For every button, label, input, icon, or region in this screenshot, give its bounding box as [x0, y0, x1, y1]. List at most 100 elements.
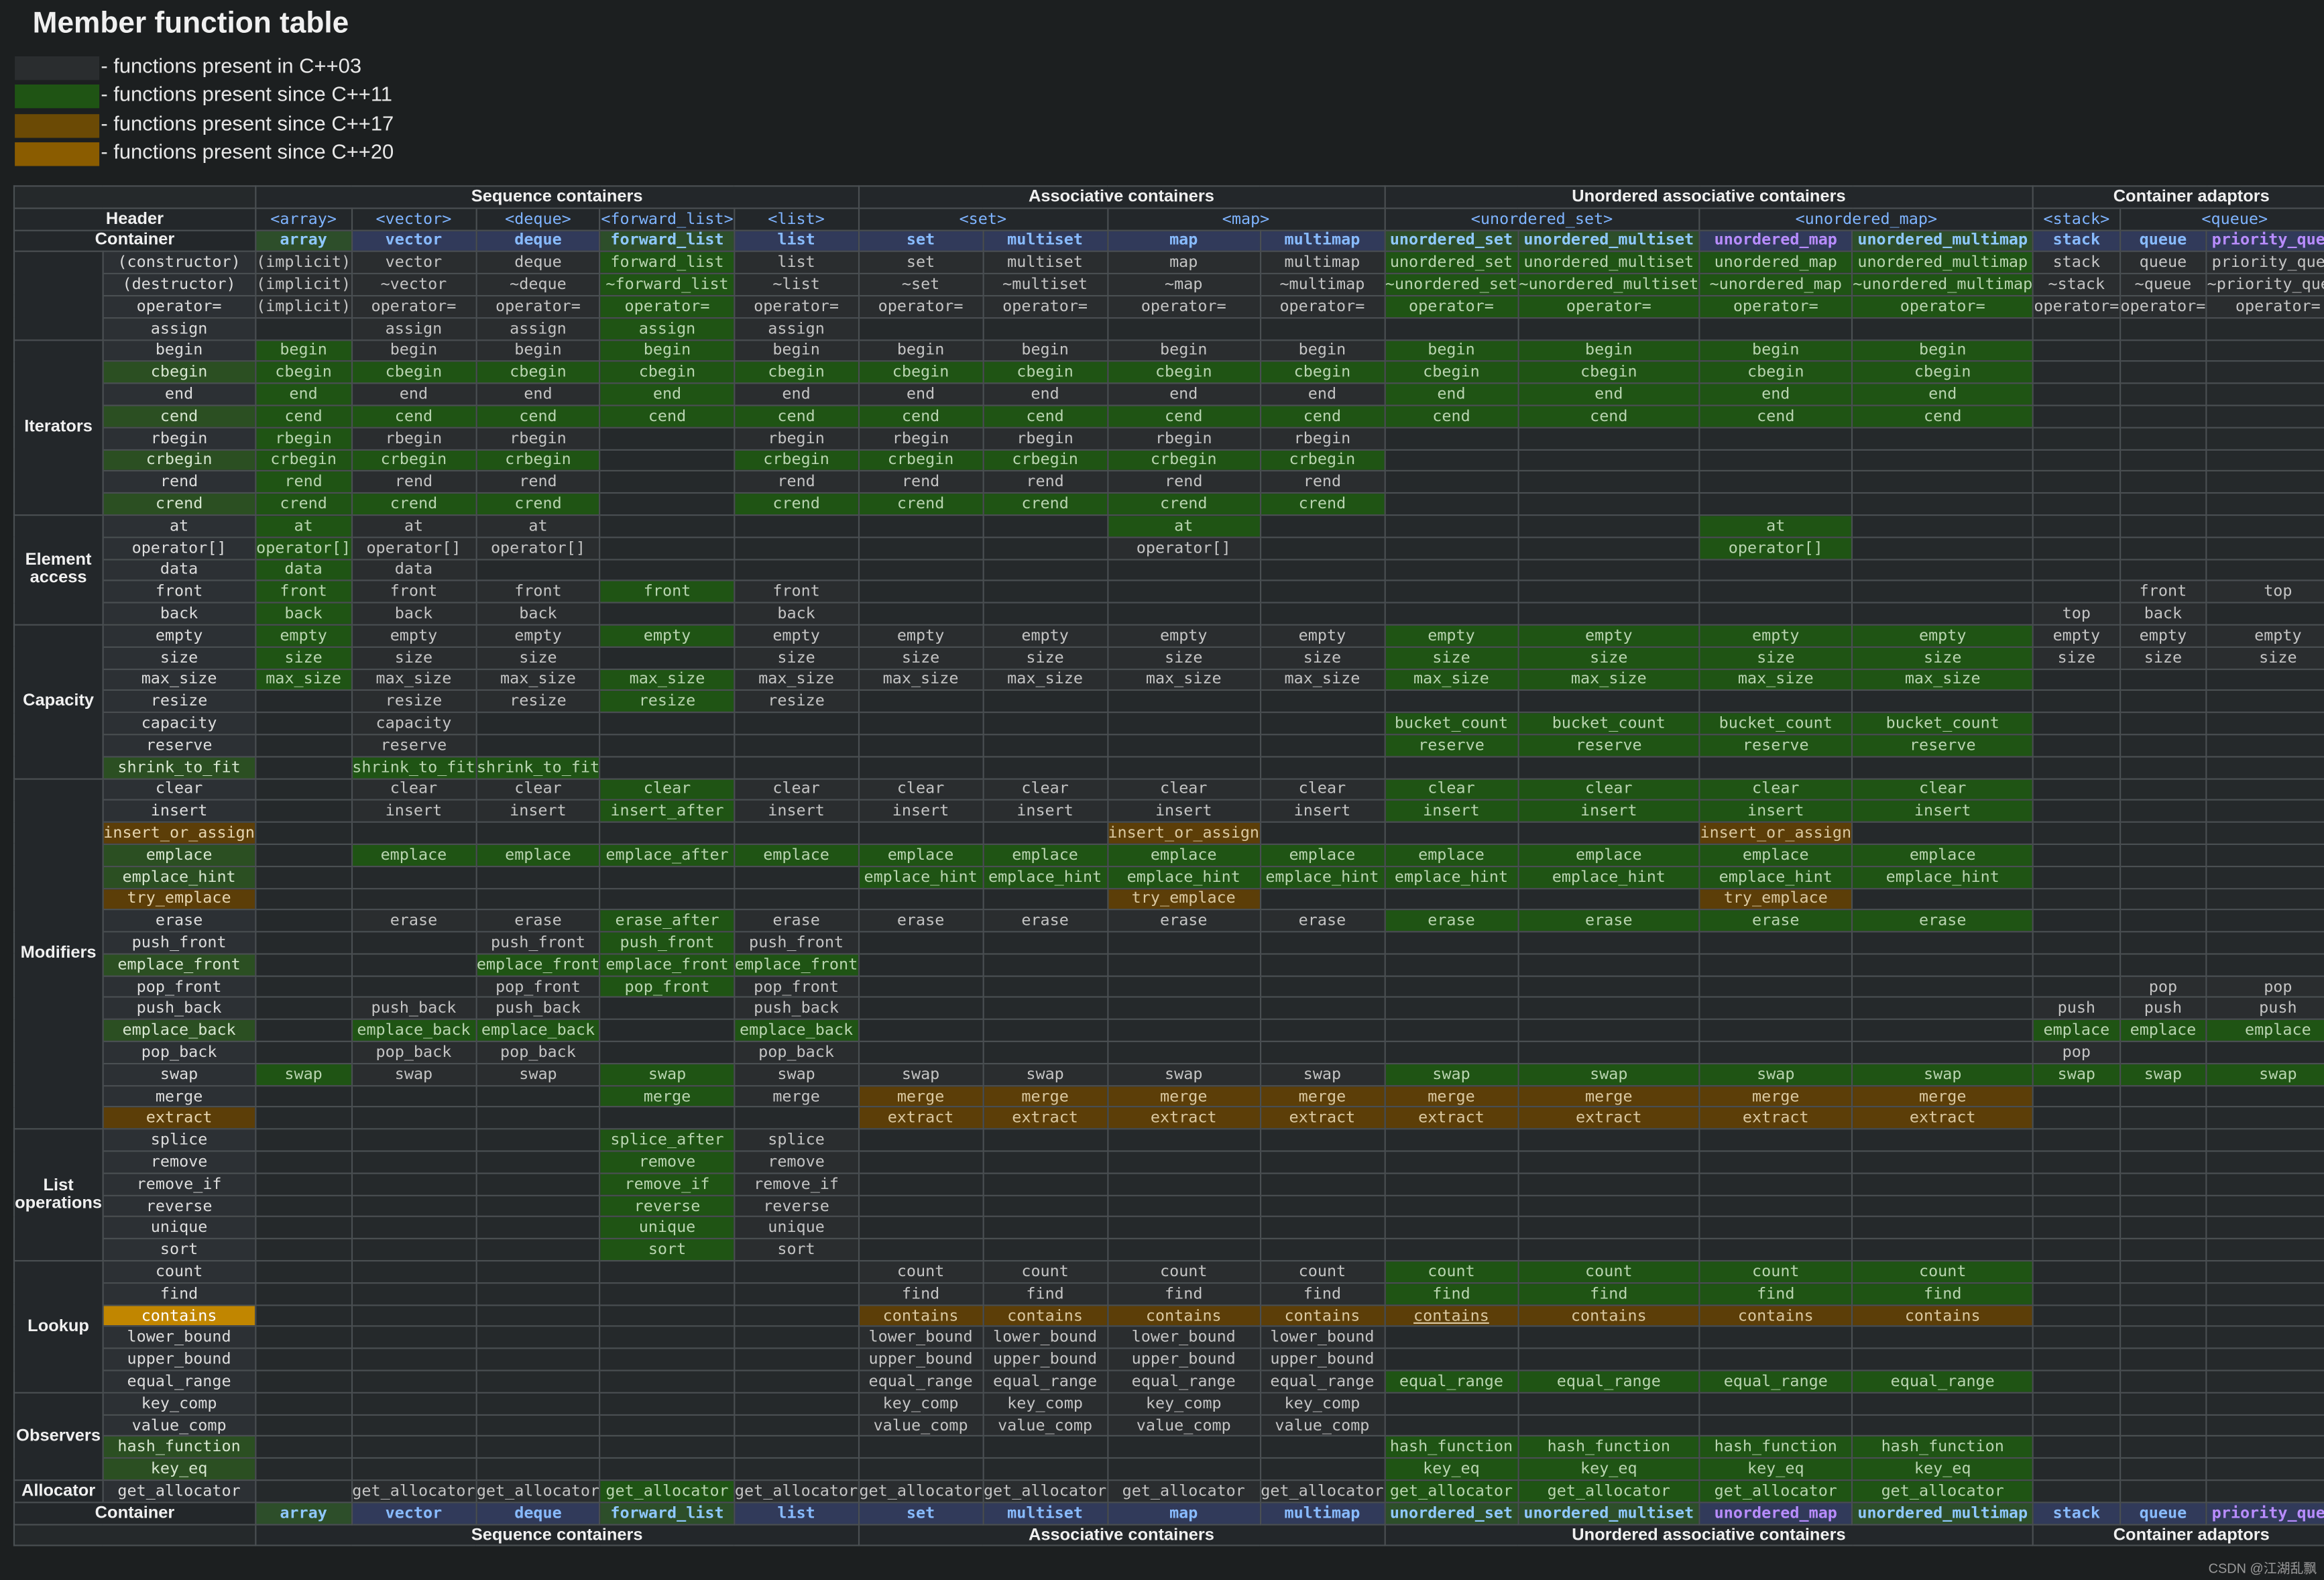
container-name: set	[858, 1501, 984, 1525]
function-cell: cbegin	[1106, 360, 1261, 384]
function-cell	[599, 865, 735, 889]
function-cell	[1383, 997, 1519, 1021]
function-name: count	[102, 1260, 257, 1284]
function-cell	[2032, 1304, 2121, 1328]
function-row: push_back push_back push_back push_back push…	[14, 997, 2324, 1021]
function-cell: emplace	[1851, 843, 2034, 867]
function-cell: top	[2032, 602, 2121, 626]
function-cell	[351, 1216, 477, 1240]
function-cell: cbegin	[254, 360, 353, 384]
function-cell: find	[1259, 1282, 1385, 1306]
function-cell	[858, 887, 984, 911]
function-row: cbegin cbegin cbegin cbegin cbegin cbegin cbeg…	[14, 360, 2324, 384]
function-cell: merge	[1259, 1084, 1385, 1109]
function-cell: size	[1259, 646, 1385, 670]
container-name: unordered_map	[1698, 229, 1853, 253]
function-cell: merge	[599, 1084, 735, 1109]
function-cell	[599, 734, 735, 757]
function-cell	[1383, 755, 1519, 779]
function-cell	[1851, 1414, 2034, 1437]
function-cell	[1851, 448, 2034, 472]
function-cell	[733, 1304, 860, 1328]
function-cell	[2119, 909, 2207, 933]
function-cell	[2205, 427, 2324, 451]
function-cell	[1383, 1392, 1519, 1416]
function-name: data	[102, 558, 257, 582]
function-cell: contains	[1259, 1304, 1385, 1328]
function-cell	[475, 1128, 601, 1152]
container-name: multiset	[982, 1501, 1108, 1525]
function-cell: merge	[733, 1084, 860, 1109]
function-cell	[1106, 602, 1261, 626]
container-name: multiset	[982, 229, 1108, 253]
function-cell	[2119, 689, 2207, 714]
function-cell: swap	[1259, 1062, 1385, 1086]
container-name: stack	[2032, 1501, 2121, 1525]
function-name: crbegin	[102, 448, 257, 472]
function-name: remove	[102, 1150, 257, 1174]
container-name: unordered_set	[1383, 1501, 1519, 1525]
function-cell	[2119, 755, 2207, 779]
function-cell	[2032, 317, 2121, 341]
function-cell: reserve	[1517, 734, 1700, 757]
function-cell: insert_after	[599, 799, 735, 824]
function-cell: cend	[1517, 404, 1700, 429]
function-cell: value_comp	[1106, 1414, 1261, 1437]
function-cell: count	[1259, 1260, 1385, 1284]
function-row: unique unique unique	[14, 1216, 2324, 1240]
function-cell: deque	[475, 251, 601, 275]
function-cell: emplace_hint	[1106, 865, 1261, 889]
function-name: insert_or_assign	[102, 821, 257, 845]
function-cell: key_comp	[1106, 1392, 1261, 1416]
function-cell	[982, 712, 1108, 736]
function-cell: operator=	[1383, 294, 1519, 319]
function-cell: emplace_front	[599, 953, 735, 977]
function-cell: unique	[733, 1216, 860, 1240]
function-cell	[254, 865, 353, 889]
function-cell: cbegin	[733, 360, 860, 384]
function-row: crend crend crend crend crend crend crend crend…	[14, 492, 2324, 516]
function-cell	[2032, 492, 2121, 516]
function-cell	[2205, 470, 2324, 494]
function-cell	[1383, 317, 1519, 341]
function-cell: size	[475, 646, 601, 670]
function-row: operator= (implicit) operator= operator= ope…	[14, 294, 2324, 319]
function-cell: contains	[858, 1304, 984, 1328]
function-cell: operator=	[733, 294, 860, 319]
function-cell: cbegin	[599, 360, 735, 384]
function-cell: assign	[351, 317, 477, 341]
function-cell: back	[254, 602, 353, 626]
function-name: resize	[102, 689, 257, 714]
bottom-group-row: Sequence containers Associative container…	[13, 1523, 2324, 1547]
function-cell	[475, 734, 601, 757]
function-cell	[1517, 1238, 1700, 1262]
function-cell	[2119, 470, 2207, 494]
function-cell	[1259, 1457, 1385, 1481]
function-cell	[254, 1107, 353, 1130]
group-header: Associative containers	[858, 1523, 1385, 1547]
function-row: (constructor) (implicit) vector deque forwar…	[13, 251, 2324, 341]
function-cell: ~map	[1106, 273, 1261, 297]
function-cell: pop	[2119, 974, 2207, 999]
function-cell: crend	[1259, 492, 1385, 516]
function-cell: size	[982, 646, 1108, 670]
function-row: assign assign assign assign assign	[14, 317, 2324, 341]
function-name: rend	[102, 470, 257, 494]
function-cell	[2032, 1435, 2121, 1459]
function-name: push_front	[102, 931, 257, 955]
function-cell	[1106, 953, 1261, 977]
function-cell: cbegin	[475, 360, 601, 384]
function-cell: multiset	[982, 251, 1108, 275]
function-cell	[858, 558, 984, 582]
function-cell: rbegin	[733, 427, 860, 451]
function-cell: count	[1517, 1260, 1700, 1284]
container-name: multimap	[1259, 1501, 1385, 1525]
function-cell	[599, 821, 735, 845]
function-cell	[1106, 1150, 1261, 1174]
function-cell: begin	[351, 339, 477, 363]
function-cell: contains	[1517, 1304, 1700, 1328]
function-cell	[1259, 1128, 1385, 1152]
function-cell: size	[1851, 646, 2034, 670]
function-cell: front	[733, 580, 860, 604]
function-row: crbegin crbegin crbegin crbegin crbegin crbeg…	[14, 448, 2324, 472]
